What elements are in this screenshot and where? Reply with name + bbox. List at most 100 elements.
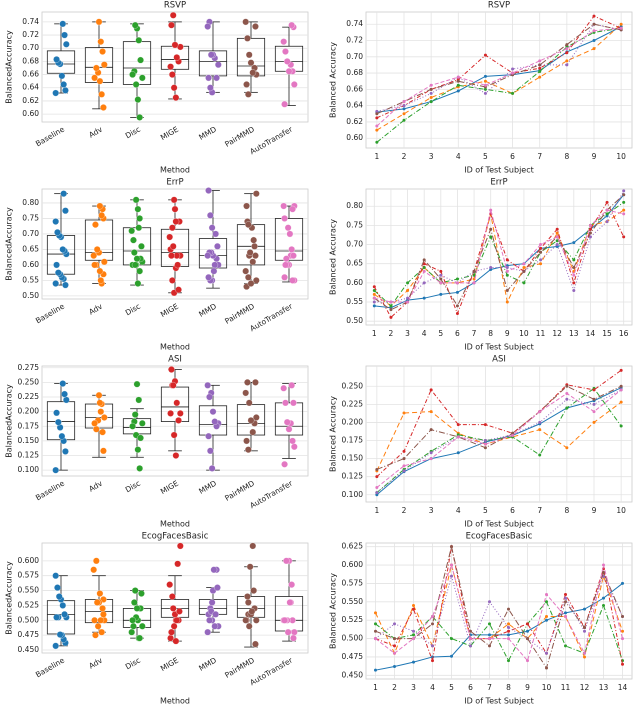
point xyxy=(469,644,472,648)
strip-point xyxy=(289,205,296,213)
y-tick-label: 0.66 xyxy=(346,84,363,93)
strip-point xyxy=(282,48,289,55)
strip-point xyxy=(135,224,143,232)
point xyxy=(522,269,526,273)
strip-point xyxy=(130,622,137,630)
strip-point xyxy=(214,584,221,591)
point xyxy=(483,79,487,83)
strip-point xyxy=(286,599,294,606)
point xyxy=(605,212,609,216)
strip-point xyxy=(208,599,216,606)
x-tick-label: MIGE xyxy=(159,125,180,143)
strip-point xyxy=(53,56,60,63)
x-tick-label: PairMMD xyxy=(223,479,256,503)
strip-point xyxy=(91,74,98,82)
x-tick-label: 12 xyxy=(580,683,590,692)
y-tick-label: 0.575 xyxy=(342,578,364,587)
strip-point xyxy=(166,233,174,241)
strip-point xyxy=(213,74,220,82)
point xyxy=(539,243,543,247)
strip-point xyxy=(205,187,212,194)
point xyxy=(619,368,623,372)
strip-point xyxy=(204,381,212,389)
point xyxy=(564,600,567,604)
point xyxy=(565,63,569,67)
y-axis-label: BalancedAccuracy xyxy=(5,561,14,635)
point xyxy=(588,227,592,231)
strip-point xyxy=(252,277,260,284)
y-tick-label: 0.600 xyxy=(342,560,364,569)
strip-point xyxy=(243,81,250,88)
strip-point xyxy=(281,215,288,222)
strip-point xyxy=(171,205,179,213)
strip-point xyxy=(91,616,98,624)
point xyxy=(602,603,605,607)
point xyxy=(374,611,377,615)
x-axis-label: Method xyxy=(160,343,190,352)
strip-point xyxy=(130,236,137,244)
point xyxy=(602,563,605,567)
strip-point xyxy=(96,590,104,597)
y-tick-label: 0.550 xyxy=(342,597,364,606)
strip-point xyxy=(136,114,144,121)
point xyxy=(402,457,406,461)
point xyxy=(456,83,460,87)
y-axis-label: Balanced Accuracy xyxy=(329,396,338,472)
x-tick-label: 3 xyxy=(429,152,434,161)
strip-point xyxy=(290,399,297,407)
point xyxy=(511,431,515,435)
y-tick-label: 0.64 xyxy=(346,101,363,110)
point xyxy=(431,644,434,648)
point xyxy=(372,304,376,308)
strip-point xyxy=(97,408,105,415)
strip-point xyxy=(94,622,102,630)
point xyxy=(429,388,433,392)
strip-point xyxy=(96,267,104,275)
y-tick-label: 0.70 xyxy=(22,43,39,52)
y-tick-label: 0.64 xyxy=(22,83,39,92)
point xyxy=(572,258,576,262)
y-tick-label: 0.250 xyxy=(18,377,40,386)
point xyxy=(456,79,460,83)
series-line xyxy=(376,369,622,478)
point xyxy=(488,644,491,648)
strip-point xyxy=(99,428,106,436)
strip-point xyxy=(59,20,67,28)
series-line xyxy=(373,201,624,307)
point xyxy=(511,67,515,71)
y-tick-label: 0.550 xyxy=(18,586,40,595)
strip-point xyxy=(284,628,292,636)
strip-point xyxy=(205,273,212,281)
point xyxy=(439,292,443,296)
point xyxy=(393,644,396,648)
box xyxy=(198,50,228,77)
strip-point xyxy=(133,255,141,263)
strip-point xyxy=(60,190,68,197)
strip-point xyxy=(134,446,142,454)
point xyxy=(545,618,548,622)
y-axis-label: Balanced Accuracy xyxy=(329,42,338,118)
point xyxy=(455,304,459,308)
point xyxy=(538,69,542,73)
point xyxy=(583,655,586,659)
point xyxy=(505,269,509,273)
strip-point xyxy=(282,557,290,565)
strip-point xyxy=(92,557,100,565)
point xyxy=(592,29,596,33)
strip-point xyxy=(242,267,250,275)
point xyxy=(374,622,377,626)
strip-point xyxy=(175,286,182,294)
point xyxy=(507,637,510,641)
strip-point xyxy=(132,81,140,88)
point xyxy=(505,289,509,293)
y-tick-label: 0.68 xyxy=(22,56,39,65)
point xyxy=(555,235,559,239)
x-tick-label: 4 xyxy=(456,152,461,161)
strip-point xyxy=(286,230,294,238)
strip-point xyxy=(252,23,259,30)
x-tick-label: 15 xyxy=(602,329,612,338)
x-tick-label: PairMMD xyxy=(223,125,256,149)
point xyxy=(375,112,379,116)
point xyxy=(472,281,476,285)
strip-point xyxy=(251,242,258,250)
